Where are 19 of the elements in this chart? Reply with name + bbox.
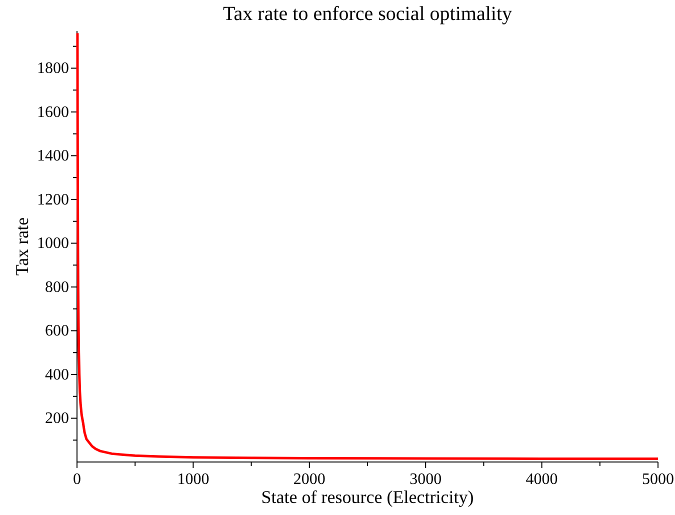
y-tick-label: 400 bbox=[45, 366, 69, 384]
y-tick-label: 1000 bbox=[37, 235, 69, 252]
y-tick-label: 1800 bbox=[37, 60, 69, 78]
y-tick-label: 200 bbox=[45, 410, 69, 428]
y-tick-label: 1600 bbox=[37, 104, 69, 121]
x-tick-label: 5000 bbox=[642, 471, 674, 488]
x-tick-label: 3000 bbox=[410, 471, 442, 488]
x-axis-title: State of resource (Electricity) bbox=[261, 487, 474, 507]
x-tick-label: 4000 bbox=[526, 471, 558, 488]
y-tick-label: 1400 bbox=[37, 148, 69, 165]
chart-title: Tax rate to enforce social optimality bbox=[222, 3, 512, 25]
y-tick-label: 800 bbox=[45, 278, 69, 296]
y-axis-title: Tax rate bbox=[12, 217, 32, 276]
y-tick-label: 600 bbox=[45, 322, 69, 340]
x-tick-label: 1000 bbox=[177, 471, 210, 488]
x-tick-label: 0 bbox=[73, 471, 81, 488]
line-series bbox=[76, 32, 660, 460]
x-tick-label: 2000 bbox=[293, 471, 326, 488]
y-tick-label: 1200 bbox=[37, 191, 69, 208]
